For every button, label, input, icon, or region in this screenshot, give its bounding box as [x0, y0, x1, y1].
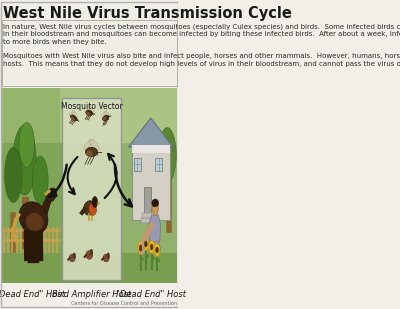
- Ellipse shape: [152, 199, 158, 207]
- FancyBboxPatch shape: [2, 88, 177, 283]
- Ellipse shape: [89, 203, 96, 215]
- FancyBboxPatch shape: [142, 213, 152, 218]
- FancyBboxPatch shape: [2, 253, 177, 283]
- Ellipse shape: [73, 253, 76, 258]
- Ellipse shape: [26, 213, 44, 231]
- Ellipse shape: [69, 112, 75, 116]
- Ellipse shape: [152, 256, 155, 260]
- FancyBboxPatch shape: [132, 145, 170, 153]
- Ellipse shape: [107, 253, 110, 258]
- Ellipse shape: [69, 254, 75, 262]
- Text: "Dead End" Host: "Dead End" Host: [116, 290, 186, 299]
- Ellipse shape: [87, 253, 91, 257]
- Ellipse shape: [70, 115, 77, 121]
- Ellipse shape: [150, 244, 153, 250]
- FancyBboxPatch shape: [155, 158, 162, 171]
- Text: "Dead End" Host: "Dead End" Host: [0, 290, 65, 299]
- Ellipse shape: [154, 243, 160, 256]
- FancyBboxPatch shape: [141, 218, 154, 223]
- Ellipse shape: [86, 110, 93, 116]
- Ellipse shape: [102, 115, 109, 121]
- Polygon shape: [42, 195, 51, 215]
- FancyBboxPatch shape: [132, 145, 170, 220]
- Ellipse shape: [156, 247, 158, 253]
- Ellipse shape: [89, 139, 99, 150]
- Text: Centers for Disease Control and Prevention: Centers for Disease Control and Preventi…: [71, 301, 177, 306]
- Ellipse shape: [32, 156, 48, 204]
- FancyBboxPatch shape: [62, 98, 121, 280]
- Ellipse shape: [138, 242, 144, 255]
- Ellipse shape: [146, 254, 149, 258]
- Ellipse shape: [19, 122, 34, 167]
- Ellipse shape: [86, 150, 93, 156]
- Text: Mosquito Vector: Mosquito Vector: [60, 102, 122, 111]
- Ellipse shape: [84, 139, 94, 150]
- Ellipse shape: [155, 206, 157, 210]
- Ellipse shape: [86, 251, 93, 259]
- Ellipse shape: [86, 147, 98, 156]
- Ellipse shape: [92, 197, 98, 207]
- Ellipse shape: [158, 128, 176, 183]
- Ellipse shape: [73, 110, 78, 118]
- Ellipse shape: [103, 117, 106, 121]
- Ellipse shape: [149, 240, 154, 253]
- FancyBboxPatch shape: [144, 187, 151, 220]
- Polygon shape: [128, 118, 173, 147]
- Ellipse shape: [71, 117, 74, 121]
- Ellipse shape: [147, 241, 160, 255]
- Polygon shape: [148, 215, 161, 242]
- Polygon shape: [97, 202, 100, 204]
- Ellipse shape: [90, 249, 93, 255]
- Ellipse shape: [70, 256, 74, 260]
- FancyBboxPatch shape: [120, 88, 177, 283]
- Ellipse shape: [141, 257, 144, 261]
- Text: West Nile Virus Transmission Cycle: West Nile Virus Transmission Cycle: [3, 6, 292, 21]
- Ellipse shape: [144, 241, 147, 247]
- Ellipse shape: [86, 112, 90, 116]
- Ellipse shape: [158, 258, 160, 262]
- Text: In nature, West Nile virus cycles between mosquitoes (especially Culex species) : In nature, West Nile virus cycles betwee…: [3, 23, 400, 45]
- Ellipse shape: [46, 188, 56, 202]
- FancyBboxPatch shape: [134, 158, 141, 171]
- Ellipse shape: [19, 202, 48, 234]
- Ellipse shape: [85, 106, 91, 112]
- Ellipse shape: [88, 105, 94, 112]
- Ellipse shape: [13, 125, 36, 195]
- Ellipse shape: [4, 147, 22, 202]
- Ellipse shape: [139, 245, 142, 251]
- Ellipse shape: [102, 110, 107, 118]
- Ellipse shape: [152, 201, 158, 215]
- Ellipse shape: [103, 254, 109, 262]
- Ellipse shape: [104, 256, 108, 260]
- Ellipse shape: [143, 238, 149, 251]
- Ellipse shape: [104, 112, 110, 116]
- Ellipse shape: [84, 201, 95, 215]
- Text: Mosquitoes with West Nile virus also bite and infect people, horses and other ma: Mosquitoes with West Nile virus also bit…: [3, 53, 400, 67]
- FancyBboxPatch shape: [2, 88, 177, 143]
- FancyBboxPatch shape: [2, 88, 60, 283]
- Text: Bird Amplifier Host: Bird Amplifier Host: [52, 290, 131, 299]
- FancyBboxPatch shape: [2, 20, 177, 86]
